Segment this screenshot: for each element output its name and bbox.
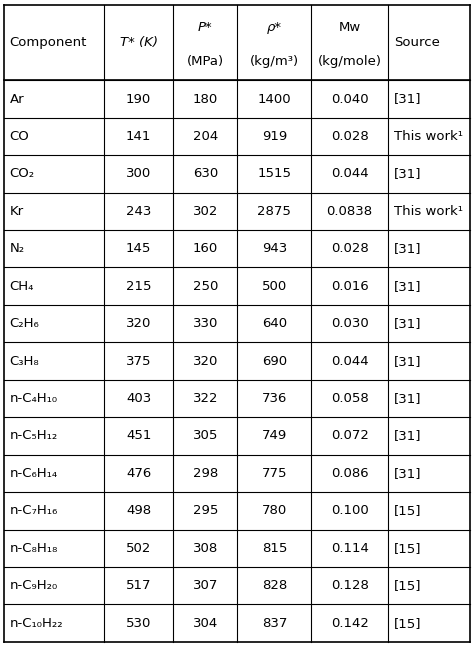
Text: T* (K): T* (K) <box>119 36 157 49</box>
Text: 304: 304 <box>192 617 218 630</box>
Text: 250: 250 <box>192 280 218 292</box>
Text: n-C₆H₁₄: n-C₆H₁₄ <box>9 467 58 480</box>
Text: 320: 320 <box>192 355 218 367</box>
Text: 0.044: 0.044 <box>331 168 368 181</box>
Text: This work¹: This work¹ <box>394 205 463 218</box>
Text: CO₂: CO₂ <box>9 168 35 181</box>
Text: 815: 815 <box>262 542 287 554</box>
Text: ρ*: ρ* <box>267 21 282 34</box>
Text: 775: 775 <box>262 467 287 480</box>
Text: 204: 204 <box>192 130 218 143</box>
Text: 0.0838: 0.0838 <box>327 205 373 218</box>
Text: 375: 375 <box>126 355 151 367</box>
Text: 243: 243 <box>126 205 151 218</box>
Text: [15]: [15] <box>394 504 421 518</box>
Text: 0.040: 0.040 <box>331 93 368 105</box>
Text: 919: 919 <box>262 130 287 143</box>
Text: [31]: [31] <box>394 317 421 330</box>
Text: [15]: [15] <box>394 542 421 554</box>
Text: 145: 145 <box>126 242 151 256</box>
Text: 837: 837 <box>262 617 287 630</box>
Text: 0.028: 0.028 <box>331 130 368 143</box>
Text: Ar: Ar <box>9 93 24 105</box>
Text: 451: 451 <box>126 430 151 443</box>
Text: 1400: 1400 <box>257 93 291 105</box>
Text: 2875: 2875 <box>257 205 291 218</box>
Text: 141: 141 <box>126 130 151 143</box>
Text: (MPa): (MPa) <box>187 55 224 68</box>
Text: 0.114: 0.114 <box>331 542 369 554</box>
Text: 0.142: 0.142 <box>331 617 369 630</box>
Text: 0.128: 0.128 <box>331 579 369 592</box>
Text: Source: Source <box>394 36 440 49</box>
Text: n-C₅H₁₂: n-C₅H₁₂ <box>9 430 58 443</box>
Text: [15]: [15] <box>394 579 421 592</box>
Text: 0.086: 0.086 <box>331 467 368 480</box>
Text: 0.016: 0.016 <box>331 280 368 292</box>
Text: 0.072: 0.072 <box>331 430 369 443</box>
Text: 0.058: 0.058 <box>331 392 368 405</box>
Text: (kg/mole): (kg/mole) <box>318 55 382 68</box>
Text: [31]: [31] <box>394 280 421 292</box>
Text: [31]: [31] <box>394 242 421 256</box>
Text: This work¹: This work¹ <box>394 130 463 143</box>
Text: 160: 160 <box>192 242 218 256</box>
Text: 180: 180 <box>192 93 218 105</box>
Text: 215: 215 <box>126 280 151 292</box>
Text: 530: 530 <box>126 617 151 630</box>
Text: Component: Component <box>9 36 87 49</box>
Text: 0.030: 0.030 <box>331 317 368 330</box>
Text: CO: CO <box>9 130 29 143</box>
Text: 500: 500 <box>262 280 287 292</box>
Text: n-C₄H₁₀: n-C₄H₁₀ <box>9 392 58 405</box>
Text: CH₄: CH₄ <box>9 280 34 292</box>
Text: C₂H₆: C₂H₆ <box>9 317 39 330</box>
Text: 295: 295 <box>192 504 218 518</box>
Text: n-C₉H₂₀: n-C₉H₂₀ <box>9 579 58 592</box>
Text: 630: 630 <box>192 168 218 181</box>
Text: [31]: [31] <box>394 430 421 443</box>
Text: 780: 780 <box>262 504 287 518</box>
Text: 308: 308 <box>192 542 218 554</box>
Text: (kg/m³): (kg/m³) <box>250 55 299 68</box>
Text: n-C₇H₁₆: n-C₇H₁₆ <box>9 504 58 518</box>
Text: 330: 330 <box>192 317 218 330</box>
Text: 690: 690 <box>262 355 287 367</box>
Text: [31]: [31] <box>394 93 421 105</box>
Text: n-C₈H₁₈: n-C₈H₁₈ <box>9 542 58 554</box>
Text: 749: 749 <box>262 430 287 443</box>
Text: 1515: 1515 <box>257 168 292 181</box>
Text: n-C₁₀H₂₂: n-C₁₀H₂₂ <box>9 617 63 630</box>
Text: 736: 736 <box>262 392 287 405</box>
Text: 302: 302 <box>192 205 218 218</box>
Text: [15]: [15] <box>394 617 421 630</box>
Text: Kr: Kr <box>9 205 24 218</box>
Text: 322: 322 <box>192 392 218 405</box>
Text: 828: 828 <box>262 579 287 592</box>
Text: 320: 320 <box>126 317 151 330</box>
Text: [31]: [31] <box>394 168 421 181</box>
Text: 298: 298 <box>192 467 218 480</box>
Text: 403: 403 <box>126 392 151 405</box>
Text: 305: 305 <box>192 430 218 443</box>
Text: 476: 476 <box>126 467 151 480</box>
Text: 640: 640 <box>262 317 287 330</box>
Text: 943: 943 <box>262 242 287 256</box>
Text: C₃H₈: C₃H₈ <box>9 355 39 367</box>
Text: 0.044: 0.044 <box>331 355 368 367</box>
Text: 190: 190 <box>126 93 151 105</box>
Text: [31]: [31] <box>394 355 421 367</box>
Text: 307: 307 <box>192 579 218 592</box>
Text: 502: 502 <box>126 542 151 554</box>
Text: 300: 300 <box>126 168 151 181</box>
Text: N₂: N₂ <box>9 242 25 256</box>
Text: 498: 498 <box>126 504 151 518</box>
Text: 517: 517 <box>126 579 151 592</box>
Text: P*: P* <box>198 21 213 34</box>
Text: 0.028: 0.028 <box>331 242 368 256</box>
Text: 0.100: 0.100 <box>331 504 368 518</box>
Text: Mw: Mw <box>338 21 361 34</box>
Text: [31]: [31] <box>394 467 421 480</box>
Text: [31]: [31] <box>394 392 421 405</box>
